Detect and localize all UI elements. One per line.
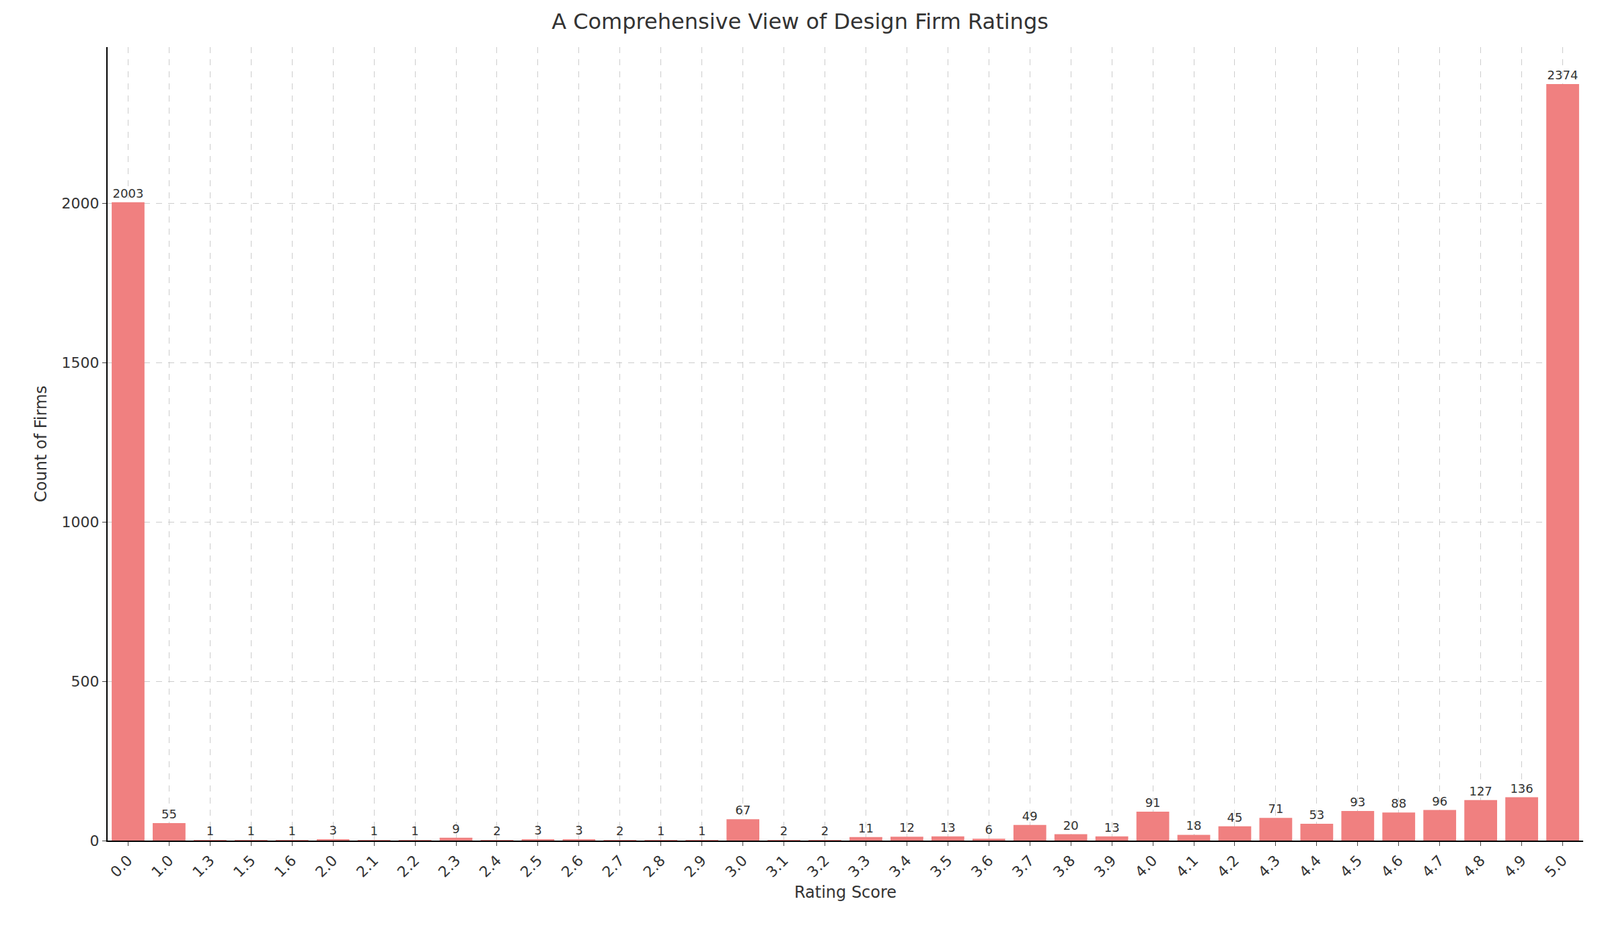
svg-text:1: 1 <box>206 823 214 838</box>
svg-text:6: 6 <box>985 822 993 837</box>
svg-text:1: 1 <box>698 823 706 838</box>
svg-text:4.3: 4.3 <box>1254 852 1284 881</box>
svg-text:2: 2 <box>492 823 501 838</box>
svg-text:13: 13 <box>1104 820 1120 835</box>
svg-text:2374: 2374 <box>1547 67 1579 83</box>
svg-text:0.0: 0.0 <box>106 852 136 881</box>
svg-text:9: 9 <box>451 821 460 836</box>
svg-text:93: 93 <box>1349 794 1366 810</box>
svg-text:1: 1 <box>288 823 296 838</box>
svg-text:4.7: 4.7 <box>1419 852 1448 881</box>
svg-text:2.7: 2.7 <box>599 852 628 881</box>
svg-text:0: 0 <box>90 832 100 850</box>
svg-text:88: 88 <box>1390 796 1407 811</box>
svg-text:2.9: 2.9 <box>681 852 710 881</box>
svg-text:12: 12 <box>899 820 915 835</box>
svg-text:20: 20 <box>1063 818 1079 833</box>
svg-text:2.8: 2.8 <box>640 852 669 881</box>
svg-text:3.2: 3.2 <box>803 852 832 881</box>
svg-text:4.0: 4.0 <box>1131 852 1161 881</box>
svg-text:49: 49 <box>1022 809 1038 824</box>
svg-text:1000: 1000 <box>61 513 100 531</box>
svg-text:2.4: 2.4 <box>476 852 505 881</box>
svg-text:2: 2 <box>780 823 788 838</box>
svg-text:A Comprehensive View of Design: A Comprehensive View of Design Firm Rati… <box>551 8 1049 35</box>
svg-text:4.9: 4.9 <box>1500 852 1529 881</box>
svg-text:2: 2 <box>821 823 829 838</box>
svg-text:127: 127 <box>1468 784 1492 799</box>
svg-text:Count of Firms: Count of Firms <box>31 385 51 503</box>
svg-text:11: 11 <box>858 821 874 836</box>
svg-text:2.3: 2.3 <box>435 852 464 881</box>
svg-text:2: 2 <box>616 823 624 838</box>
svg-text:4.6: 4.6 <box>1378 852 1407 881</box>
svg-text:3.7: 3.7 <box>1008 852 1038 881</box>
svg-text:Rating Score: Rating Score <box>794 883 897 902</box>
svg-text:3.6: 3.6 <box>967 852 997 881</box>
svg-text:1: 1 <box>410 823 419 838</box>
svg-text:136: 136 <box>1509 781 1533 796</box>
svg-text:4.4: 4.4 <box>1296 852 1325 881</box>
svg-text:500: 500 <box>71 673 100 691</box>
svg-text:2.0: 2.0 <box>312 852 341 881</box>
svg-text:3.3: 3.3 <box>844 852 873 881</box>
svg-text:1500: 1500 <box>61 354 100 372</box>
svg-text:2.1: 2.1 <box>353 852 382 881</box>
svg-text:1.6: 1.6 <box>271 852 300 881</box>
svg-text:71: 71 <box>1267 801 1284 816</box>
svg-text:2003: 2003 <box>112 186 144 201</box>
svg-text:45: 45 <box>1227 810 1243 825</box>
svg-text:1: 1 <box>657 823 665 838</box>
svg-text:53: 53 <box>1308 807 1325 822</box>
svg-text:2.5: 2.5 <box>517 852 546 881</box>
svg-text:3: 3 <box>328 823 337 838</box>
svg-text:3.1: 3.1 <box>762 852 791 881</box>
svg-text:2.6: 2.6 <box>558 852 587 881</box>
svg-text:4.8: 4.8 <box>1460 852 1489 881</box>
svg-text:5.0: 5.0 <box>1541 852 1570 881</box>
svg-text:3.5: 3.5 <box>926 852 956 881</box>
svg-text:4.2: 4.2 <box>1213 852 1243 881</box>
svg-text:3.0: 3.0 <box>722 852 751 881</box>
svg-text:55: 55 <box>161 807 177 822</box>
svg-text:1: 1 <box>247 823 255 838</box>
svg-text:13: 13 <box>940 820 956 835</box>
svg-text:1: 1 <box>369 823 378 838</box>
svg-text:91: 91 <box>1145 795 1161 810</box>
svg-text:3: 3 <box>534 823 542 838</box>
svg-text:67: 67 <box>735 803 751 818</box>
svg-text:1.0: 1.0 <box>147 852 177 881</box>
svg-text:2000: 2000 <box>61 195 100 212</box>
svg-text:1.3: 1.3 <box>188 852 218 881</box>
svg-text:96: 96 <box>1431 794 1448 809</box>
svg-text:3.8: 3.8 <box>1049 852 1079 881</box>
svg-text:3: 3 <box>575 823 583 838</box>
svg-text:3.4: 3.4 <box>885 852 914 881</box>
svg-text:18: 18 <box>1186 818 1202 833</box>
svg-text:2.2: 2.2 <box>394 852 423 881</box>
svg-text:3.9: 3.9 <box>1090 852 1120 881</box>
svg-text:4.5: 4.5 <box>1337 852 1366 881</box>
svg-text:1.5: 1.5 <box>230 852 259 881</box>
svg-text:4.1: 4.1 <box>1172 852 1202 881</box>
